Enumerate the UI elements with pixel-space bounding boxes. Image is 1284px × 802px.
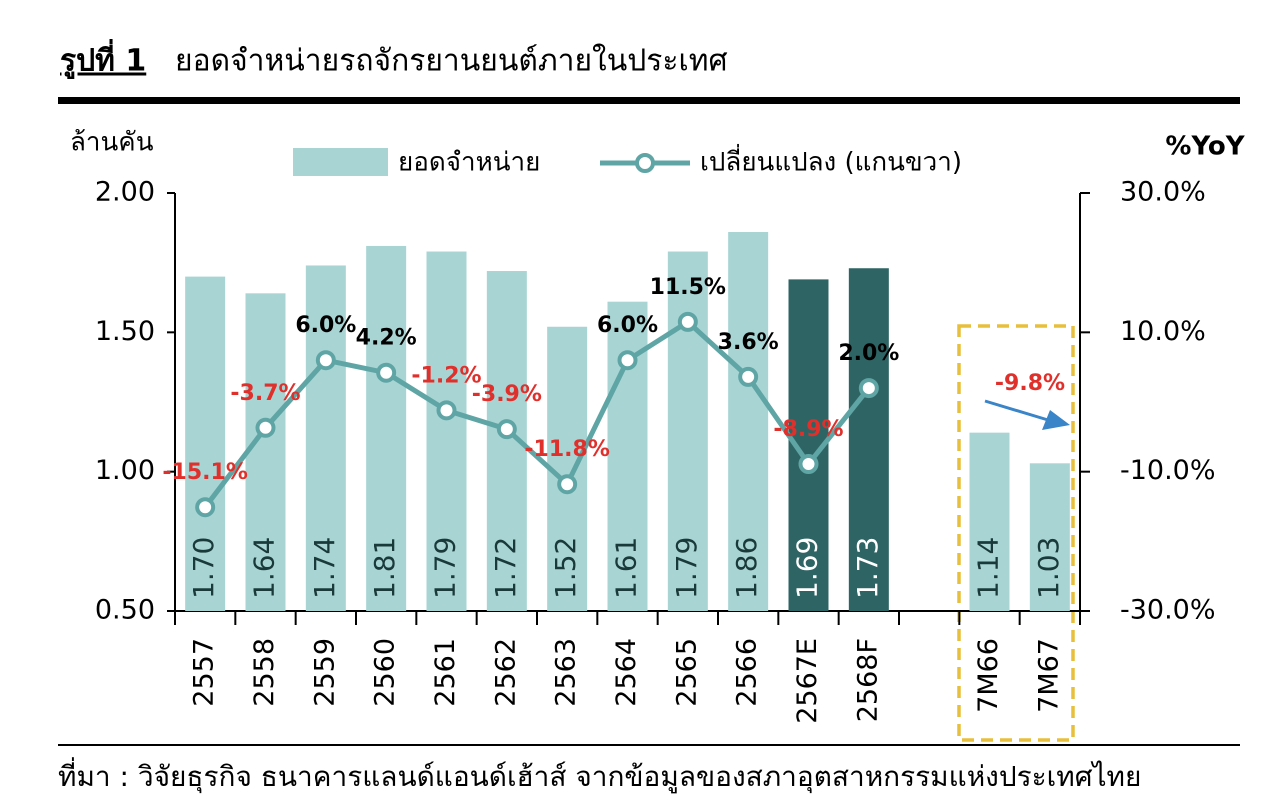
line-marker (858, 378, 879, 399)
arrow-head (1042, 410, 1070, 430)
line-marker (376, 362, 397, 383)
bar (305, 265, 346, 611)
x-tick-label: 2562 (490, 638, 521, 707)
x-tick-label: 2568F (852, 638, 883, 722)
bar-value-label: 1.86 (730, 537, 763, 599)
title-rule (58, 97, 1240, 104)
legend-label: ยอดจำหน่าย (398, 148, 540, 178)
x-tick-label: 2567E (792, 638, 823, 724)
line-marker (496, 419, 517, 440)
line-value-label: 6.0% (295, 313, 356, 338)
line-marker (738, 366, 759, 387)
bar-value-label: 1.61 (610, 537, 643, 599)
title-prefix: รูปที่ 1 (60, 39, 146, 80)
line-marker (798, 454, 819, 475)
bar-value-label: 1.69 (791, 537, 824, 599)
y-tick-label: 0.50 (95, 595, 155, 626)
x-tick-label: 2563 (551, 638, 582, 707)
x-tick-label: 2561 (430, 638, 461, 707)
y-tick-label: 2.00 (95, 177, 155, 208)
line-marker (677, 311, 698, 332)
x-tick-label: 2564 (611, 638, 642, 707)
arrow-shaft (984, 399, 1049, 422)
y-tick-label: 1.00 (95, 455, 155, 486)
bar-value-label: 1.79 (429, 537, 462, 599)
bar (245, 293, 286, 611)
x-tick-label: 2560 (370, 638, 401, 707)
source: ที่มา : วิจัยธุรกิจ ธนาคารแลนด์แอนด์เฮ้า… (58, 757, 1141, 794)
y2-axis-label: %YoY (1165, 132, 1245, 162)
legend-label: เปลี่ยนแปลง (แกนขวา) (700, 144, 962, 178)
line-marker (255, 417, 276, 438)
bar (185, 276, 226, 611)
line-marker (195, 497, 216, 518)
annotation: -9.8% (995, 371, 1065, 396)
bar (1029, 463, 1070, 611)
bar (366, 245, 407, 612)
legend-marker (635, 153, 655, 173)
bar-value-label: 1.72 (489, 537, 522, 599)
line-value-label: -3.7% (230, 381, 300, 406)
line-value-label: 2.0% (838, 341, 899, 366)
bar (728, 232, 769, 611)
line-marker (557, 474, 578, 495)
bar-value-label: 1.73 (851, 537, 884, 599)
y2-tick-label: 30.0% (1120, 177, 1206, 208)
line-marker (436, 400, 457, 421)
bar-value-label: 1.64 (248, 537, 281, 599)
line-value-label: 3.6% (718, 330, 779, 355)
bar (848, 268, 889, 611)
bar (667, 251, 708, 611)
y2-tick-label: -10.0% (1120, 455, 1216, 486)
y-axis-label: ล้านคัน (70, 128, 154, 158)
x-tick-label: 2559 (309, 638, 340, 707)
y-tick-label: 1.50 (95, 316, 155, 347)
bar-value-label: 1.79 (670, 537, 703, 599)
bar-value-label: 1.03 (1032, 537, 1065, 599)
line-value-label: 4.2% (356, 326, 417, 351)
line-value-label: -8.9% (773, 417, 843, 442)
line-value-label: -11.8% (524, 437, 609, 462)
line-marker (315, 350, 336, 371)
bar (969, 432, 1010, 611)
line-value-label: -3.9% (472, 382, 542, 407)
y2-tick-label: 10.0% (1120, 316, 1206, 347)
line-value-label: -1.2% (411, 363, 481, 388)
y2-tick-label: -30.0% (1120, 595, 1216, 626)
bar (426, 251, 467, 611)
bar-value-label: 1.52 (549, 537, 582, 599)
line (203, 319, 871, 509)
line-value-label: 11.5% (650, 275, 726, 300)
x-tick-label: 7M67 (1033, 638, 1064, 713)
chart-title: ยอดจำหน่ายรถจักรยานยนต์ภายในประเทศ (175, 44, 728, 79)
legend-swatch (293, 148, 388, 176)
bar-value-label: 1.70 (187, 537, 220, 599)
x-tick-label: 2566 (732, 638, 763, 707)
x-tick-label: 2557 (189, 638, 220, 707)
line-marker (617, 350, 638, 371)
line-value-label: 6.0% (597, 313, 658, 338)
x-tick-label: 2565 (671, 638, 702, 707)
x-tick-label: 7M66 (973, 638, 1004, 713)
x-tick-label: 2558 (249, 638, 280, 707)
line-value-label: -15.1% (162, 460, 247, 485)
bar-value-label: 1.81 (368, 537, 401, 599)
bar-value-label: 1.14 (972, 537, 1005, 599)
bar-value-label: 1.74 (308, 537, 341, 599)
highlight-box (957, 324, 1075, 742)
